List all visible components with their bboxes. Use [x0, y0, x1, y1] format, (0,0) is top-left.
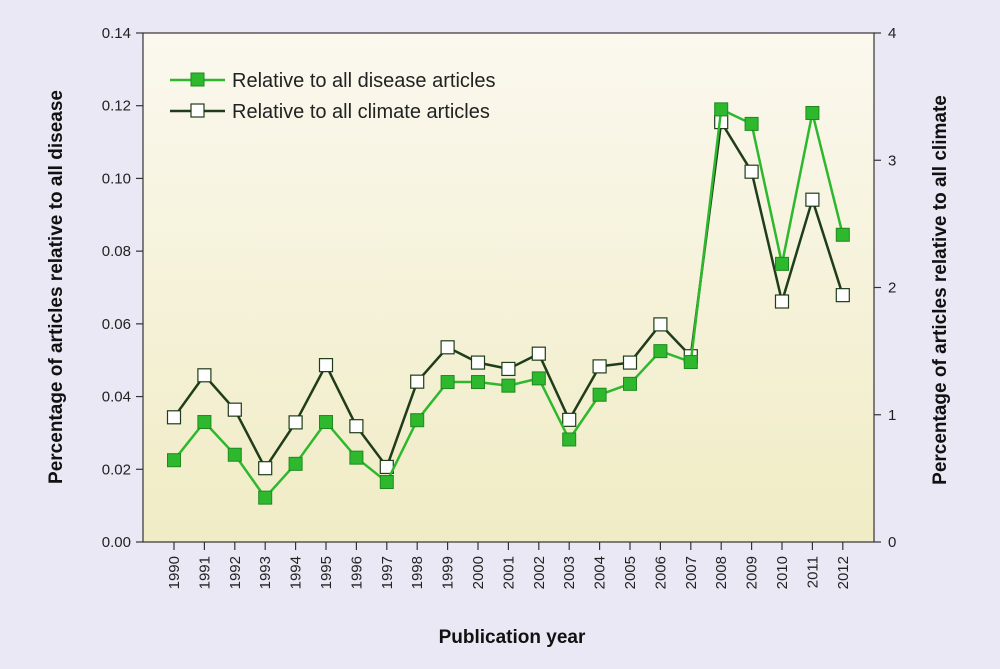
data-point-climate [592, 359, 607, 374]
data-point-climate [470, 355, 486, 370]
y-tick-label-right: 1 [888, 407, 896, 424]
data-point-climate [410, 374, 425, 389]
x-axis-title: Publication year [439, 627, 586, 648]
legend: Relative to all disease articles Relativ… [170, 70, 495, 123]
x-tick-label: 2001 [500, 556, 517, 589]
data-point-climate [440, 340, 455, 355]
data-point-disease [562, 432, 577, 447]
series-layer [166, 102, 850, 505]
legend-label-climate: Relative to all climate articles [232, 101, 490, 123]
data-point-climate [835, 288, 850, 303]
data-point-climate [805, 192, 820, 207]
y-axis-title-left: Percentage of articles relative to all d… [46, 90, 67, 484]
data-point-climate [288, 415, 303, 430]
data-point-disease [775, 256, 789, 271]
x-tick-label: 1999 [440, 556, 457, 589]
data-point-disease [319, 415, 333, 430]
data-point-disease [683, 355, 698, 370]
x-tick-label: 1997 [379, 556, 396, 589]
data-point-disease [379, 475, 394, 490]
data-point-disease [288, 456, 303, 471]
data-point-climate [166, 410, 182, 425]
data-point-disease [227, 447, 242, 462]
data-point-climate [744, 164, 759, 179]
y-tick-label-left: 0.10 [102, 170, 131, 187]
data-point-climate [622, 355, 638, 370]
y-axis-title-right: Percentage of articles relative to all c… [930, 95, 951, 485]
x-tick-label: 1996 [348, 556, 365, 589]
data-point-disease [167, 453, 181, 468]
data-point-climate [318, 358, 334, 373]
data-point-climate [501, 361, 516, 377]
data-point-disease [197, 415, 212, 430]
y-tick-label-right: 4 [888, 25, 896, 42]
x-axis: 1990 1991 1992 1993 1994 1995 1996 1997 1998 1999… [166, 542, 852, 589]
x-tick-label: 2000 [470, 556, 487, 589]
data-point-climate [258, 461, 273, 476]
data-point-climate [653, 317, 668, 332]
data-point-disease [531, 371, 546, 386]
data-point-disease [835, 227, 850, 242]
y-axis-right: 0 1 2 3 4 [874, 25, 896, 551]
legend-marker-climate [190, 103, 205, 118]
legend-marker-disease [190, 72, 205, 87]
x-tick-label: 2005 [622, 556, 639, 589]
x-tick-label: 2004 [592, 556, 609, 589]
y-tick-label-left: 0.04 [102, 389, 131, 406]
x-tick-label: 2007 [683, 556, 700, 589]
data-point-disease [440, 375, 455, 390]
x-tick-label: 1995 [318, 556, 335, 589]
legend-label-disease: Relative to all disease articles [232, 70, 495, 92]
data-point-disease [349, 450, 364, 465]
data-point-climate [227, 402, 242, 417]
data-point-disease [410, 413, 425, 428]
x-tick-label: 1998 [409, 556, 426, 589]
data-point-disease [258, 490, 273, 505]
data-point-climate [774, 294, 790, 309]
y-tick-label-left: 0.00 [102, 534, 131, 551]
x-tick-label: 2012 [835, 556, 852, 589]
x-tick-label: 2009 [744, 556, 761, 589]
data-point-climate [197, 368, 212, 383]
y-tick-label-right: 3 [888, 152, 896, 169]
data-point-disease [714, 102, 729, 117]
x-tick-label: 2002 [531, 556, 548, 589]
x-tick-label: 2008 [713, 556, 730, 589]
x-tick-label: 1994 [288, 556, 305, 589]
y-tick-label-left: 0.02 [102, 461, 131, 478]
y-tick-label-left: 0.14 [102, 25, 131, 42]
x-tick-label: 1992 [227, 556, 244, 589]
y-tick-label-right: 0 [888, 534, 896, 551]
y-axis-left: 0.00 0.02 0.04 0.06 0.08 0.10 0.12 0.14 [102, 25, 143, 551]
x-tick-label: 2010 [774, 556, 791, 589]
data-point-disease [592, 387, 607, 402]
x-tick-label: 1991 [196, 556, 213, 589]
data-point-climate [531, 346, 546, 361]
data-point-disease [653, 344, 668, 359]
x-tick-label: 2003 [561, 556, 578, 589]
data-point-disease [805, 105, 820, 120]
x-tick-label: 1993 [257, 556, 274, 589]
x-tick-label: 2006 [652, 556, 669, 589]
y-tick-label-left: 0.06 [102, 316, 131, 333]
data-point-climate [562, 412, 577, 427]
y-tick-label-right: 2 [888, 280, 896, 297]
data-point-climate [349, 419, 364, 434]
x-tick-label: 2011 [804, 556, 821, 588]
data-point-disease [623, 376, 637, 391]
data-point-disease [744, 116, 759, 131]
data-point-disease [471, 375, 485, 390]
x-tick-label: 1990 [166, 556, 183, 589]
data-point-disease [501, 378, 516, 393]
y-tick-label-left: 0.12 [102, 98, 131, 115]
y-tick-label-left: 0.08 [102, 243, 131, 260]
